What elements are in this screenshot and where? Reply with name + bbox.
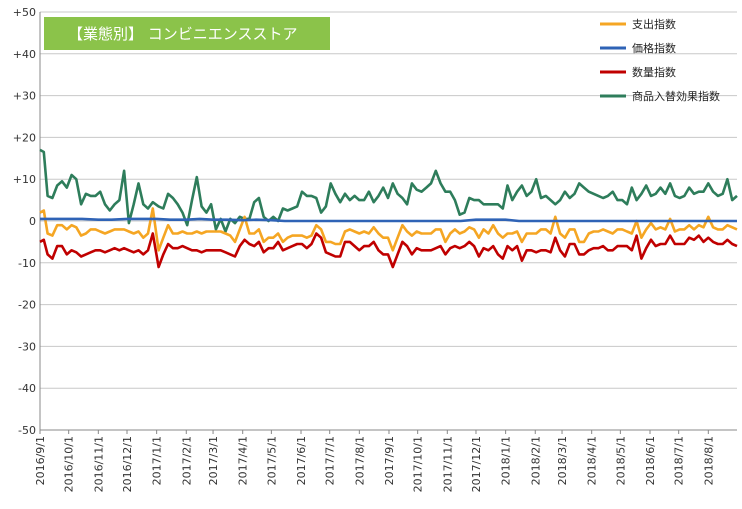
series-line-1 [40,217,737,223]
y-tick-label: -40 [18,382,36,395]
y-tick-label: -20 [18,299,36,312]
chart-title-box: 【業態別】 コンビニエンスストア [44,17,330,50]
series-line-2 [39,232,738,269]
x-tick-label: 2017/8/1 [353,436,366,485]
y-tick-label: -30 [18,340,36,353]
legend-label: 数量指数 [632,65,676,79]
y-axis-ticks: +50 +40 +30 +20 +10 0 -10 -20 -30 -40 -50 [13,6,36,437]
x-tick-label: 2016/12/1 [121,436,134,492]
series-line-3 [39,148,738,233]
legend-label: 支出指数 [632,17,676,31]
chart-title: 【業態別】 コンビニエンスストア [68,25,297,43]
x-tick-label: 2018/8/1 [702,436,715,485]
y-tick-label: 0 [29,215,36,228]
x-tick-label: 2018/1/1 [500,436,513,485]
y-tick-label: -10 [18,257,36,270]
x-tick-label: 2016/10/1 [63,436,76,492]
x-tick-label: 2017/6/1 [295,436,308,485]
x-tick-label: 2018/4/1 [586,436,599,485]
x-tick-label: 2017/11/1 [441,436,454,492]
x-tick-label: 2017/3/1 [207,436,220,485]
x-tick-label: 2018/2/1 [529,436,542,485]
y-tick-label: -50 [18,424,36,437]
legend-label: 価格指数 [632,41,676,55]
x-tick-label: 2017/10/1 [412,436,425,492]
x-axis-ticks: 2016/9/1 2016/10/1 2016/11/1 2016/12/1 2017/… [34,430,715,492]
x-tick-label: 2017/1/1 [151,436,164,485]
y-tick-label: +30 [13,90,36,103]
x-tick-label: 2016/9/1 [34,436,47,485]
series-lines [39,148,738,269]
y-tick-label: +20 [13,131,36,144]
x-tick-label: 2017/12/1 [470,436,483,492]
legend-label: 商品入替効果指数 [632,89,720,103]
chart-title-background [44,17,330,50]
y-tick-label: +10 [13,173,36,186]
x-tick-label: 2018/3/1 [556,436,569,485]
y-tick-label: +40 [13,48,36,61]
y-tick-label: +50 [13,6,36,19]
x-tick-label: 2017/9/1 [383,436,396,485]
x-tick-label: 2017/5/1 [265,436,278,485]
series-line-0 [39,207,738,252]
x-tick-label: 2017/7/1 [324,436,337,485]
x-tick-label: 2018/7/1 [673,436,686,485]
x-tick-label: 2017/4/1 [237,436,250,485]
x-tick-label: 2018/6/1 [644,436,657,485]
x-tick-label: 2016/11/1 [92,436,105,492]
x-tick-label: 2018/5/1 [614,436,627,485]
x-tick-label: 2017/2/1 [180,436,193,485]
